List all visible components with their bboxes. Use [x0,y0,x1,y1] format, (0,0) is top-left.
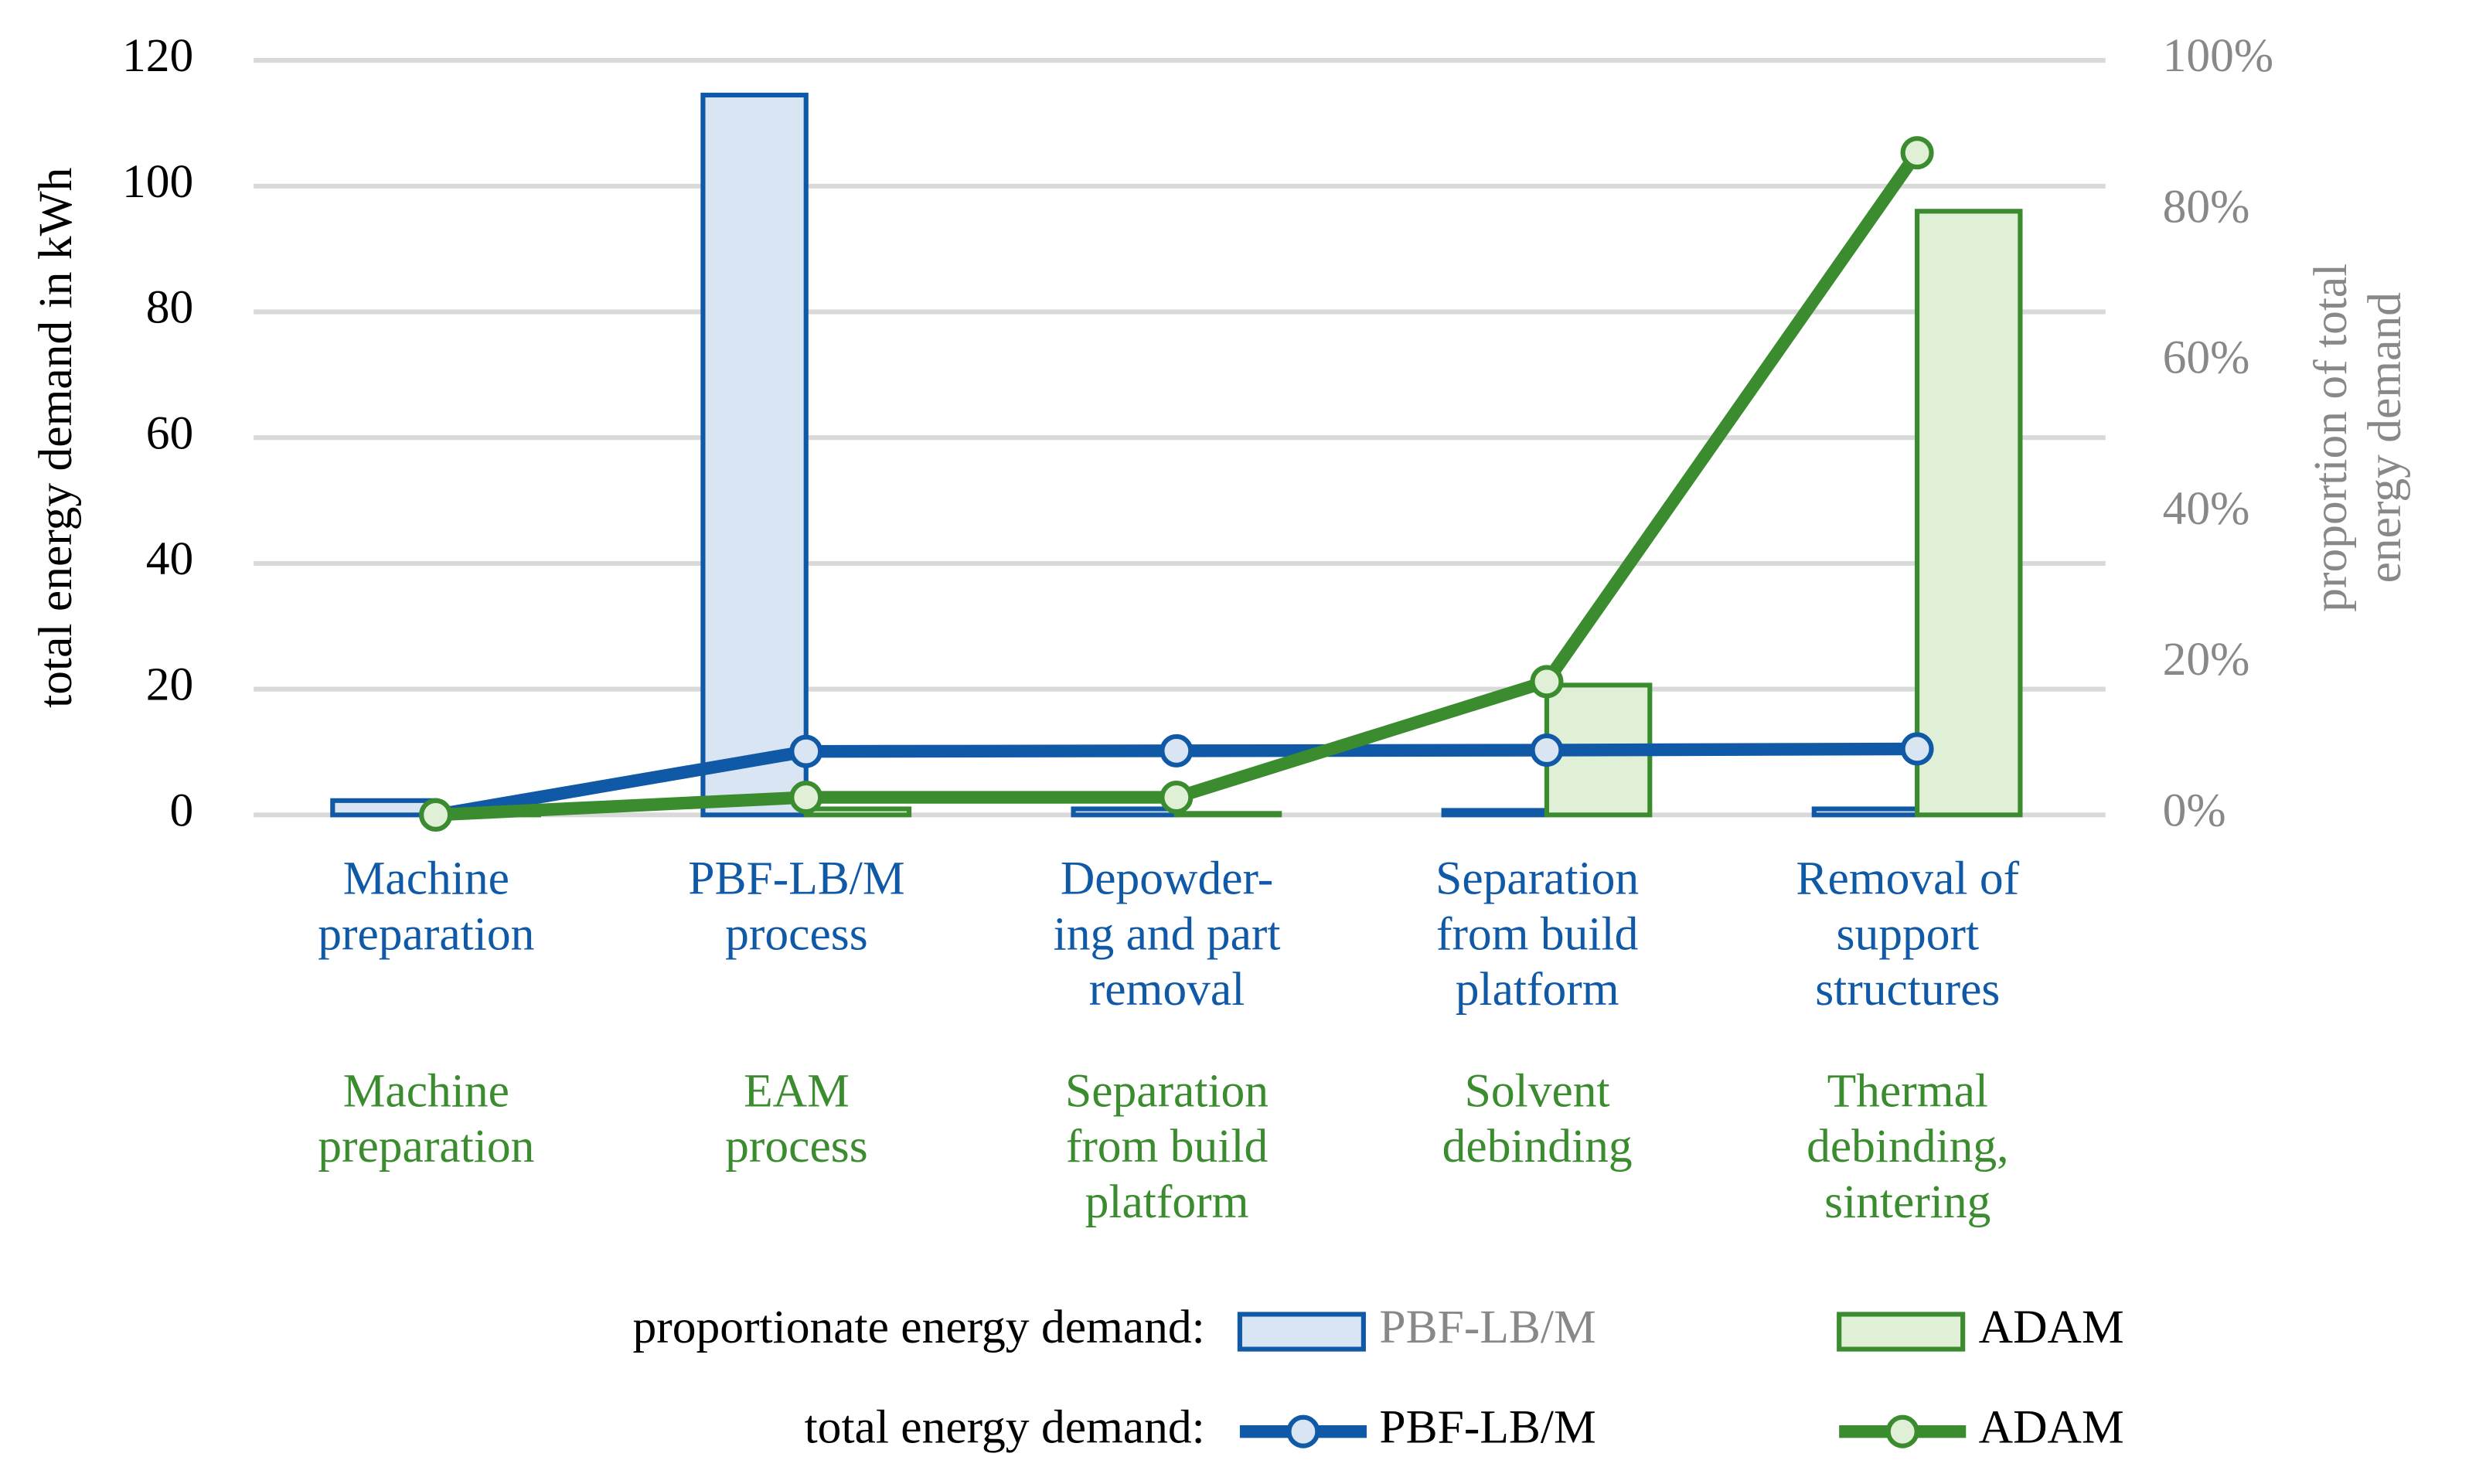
y-tick-label: 120 [122,29,193,82]
legend-group-label: proportionate energy demand: [633,1301,1205,1353]
y-axis-label: total energy demand in kWh [29,168,82,708]
y2-tick-label: 40% [2163,482,2250,535]
y2-axis-label: proportion of totalenergy demand [2304,264,2411,612]
legend-swatch [1237,1312,1366,1352]
legend-marker [1885,1414,1919,1448]
x-tick-label: Depowder-ing and part removal [1054,853,1281,1016]
x-tick-label-secondary: Solvent debinding [1442,1065,1633,1173]
x-tick-label: Separation from build platform [1435,853,1639,1016]
legend-label: ADAM [1979,1301,2124,1353]
y-tick-label: 60 [146,407,194,459]
line-marker [419,798,453,832]
line-marker [789,734,823,768]
line [435,148,1922,822]
bar [1915,209,2023,818]
line-marker [789,781,823,815]
line-marker [1530,665,1564,699]
x-tick-label: PBF-LB/M process [688,853,904,961]
legend-label: PBF-LB/M [1379,1301,1595,1353]
bar [1173,811,1282,818]
y-tick-label: 40 [146,533,194,585]
y2-tick-label: 0% [2163,784,2226,836]
y2-tick-label: 80% [2163,180,2250,233]
legend-label: PBF-LB/M [1379,1401,1595,1453]
bar [803,806,912,818]
y2-tick-label: 60% [2163,332,2250,384]
bar [1071,806,1179,818]
x-tick-label-secondary: Separation from build platform [1065,1065,1269,1229]
line-marker [1160,781,1194,815]
x-tick-label-secondary: Thermal debinding, sintering [1807,1065,2008,1229]
line-marker [1160,733,1194,768]
line-marker [1530,733,1564,768]
bar [1441,808,1550,818]
y-tick-label: 0 [169,784,193,836]
y-tick-label: 80 [146,281,194,334]
legend-marker [1286,1414,1320,1448]
bar [700,92,809,818]
y2-tick-label: 100% [2163,29,2274,82]
y-tick-label: 100 [122,155,193,208]
line-marker [1900,136,1934,170]
y2-tick-label: 20% [2163,633,2250,686]
x-tick-label-secondary: EAM process [725,1065,868,1173]
x-tick-label-secondary: Machine preparation [318,1065,534,1173]
bar [1811,806,1920,818]
x-tick-label: Removal of support structures [1796,853,2019,1016]
y-tick-label: 20 [146,659,194,711]
line-marker [1900,732,1934,766]
legend-swatch [1837,1312,1966,1352]
x-tick-label: Machine preparation [318,853,534,961]
legend-label: ADAM [1979,1401,2124,1453]
legend-group-label: total energy demand: [805,1401,1205,1453]
